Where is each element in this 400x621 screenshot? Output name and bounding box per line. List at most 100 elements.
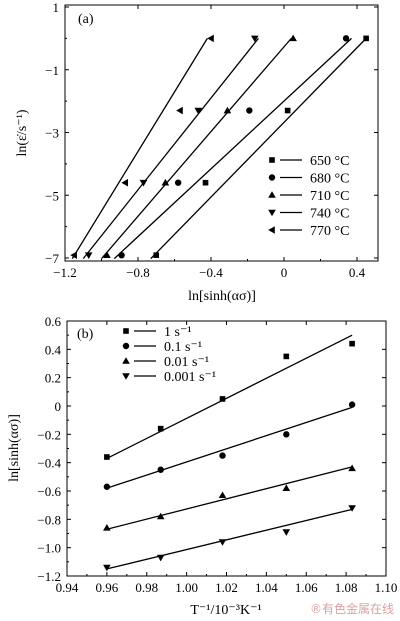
x-tick-label-b: 1.06	[295, 580, 318, 595]
data-point-b-0	[157, 425, 164, 432]
y-tick-label-b: −0.6	[37, 484, 61, 499]
legend-label-b-0: 1 s⁻¹	[164, 325, 192, 340]
y-tick-label-b: 0.2	[45, 371, 61, 386]
markers-b	[103, 340, 356, 572]
ticks-b: 0.94 0.96 0.98 1.00 1.02 1.04 1.06 1.08 1.10 −1.2…	[37, 314, 397, 595]
fit-line-a-4	[71, 38, 208, 259]
data-point-a-4	[176, 106, 183, 115]
y-axis-label-a: ln(ε̇/s⁻¹)	[15, 109, 30, 156]
fit-line-a-0	[150, 37, 367, 260]
data-point-a-4	[121, 178, 129, 187]
fit-line-a-2	[101, 37, 292, 260]
legend-marker-a-3	[268, 209, 276, 217]
y-tick-label-a: −1	[45, 63, 59, 78]
fit-lines-b	[106, 334, 353, 570]
fit-line-a-3	[82, 37, 259, 260]
ticks-a: −1.2 −0.8 −0.4 0 0.4 −7 −5 −3 −1 1	[45, 0, 378, 280]
fit-line-b-1	[106, 406, 353, 489]
x-tick-label-b: 0.96	[96, 580, 119, 595]
legend-marker-a-2	[268, 191, 276, 198]
x-tick-label-b: 1.08	[335, 580, 358, 595]
data-point-b-0	[219, 396, 226, 402]
fit-line-a-1	[113, 37, 352, 260]
legend-label-b-1: 0.1 s⁻¹	[164, 340, 202, 355]
data-point-b-1	[348, 401, 356, 408]
data-point-b-1	[103, 483, 111, 490]
data-point-b-0	[283, 353, 290, 360]
data-point-a-2	[289, 34, 297, 42]
panel-label-a: (a)	[78, 12, 94, 27]
x-tick-label-b: 1.00	[175, 580, 198, 595]
legend-marker-b-2	[122, 357, 130, 364]
data-point-b-3	[156, 554, 165, 562]
data-point-a-3	[84, 252, 93, 259]
data-point-b-2	[348, 464, 356, 472]
legend-marker-b-0	[123, 328, 129, 334]
data-point-b-3	[348, 505, 356, 512]
legend-label-a-0: 650 °C	[310, 154, 349, 169]
fit-lines-a	[71, 37, 367, 260]
data-point-b-2	[282, 484, 291, 491]
panel-label-b: (b)	[77, 327, 94, 342]
data-point-b-1	[283, 431, 290, 438]
data-point-a-1	[342, 35, 350, 42]
y-tick-label-b: 0	[55, 399, 62, 414]
x-tick-label-b: 1.10	[375, 580, 398, 595]
legend-marker-a-4	[268, 226, 275, 234]
data-point-b-0	[104, 454, 110, 460]
data-point-a-0	[153, 252, 160, 258]
x-tick-label-a: −1.2	[53, 265, 77, 280]
y-axis-label-b: ln[sinh(ασ)]	[7, 414, 22, 482]
y-tick-label-b: −1.2	[37, 569, 61, 584]
data-point-a-0	[363, 35, 369, 42]
x-tick-label-b: 0.94	[56, 580, 79, 595]
data-point-a-2	[161, 178, 170, 186]
x-tick-label-b: 1.02	[215, 580, 238, 595]
data-point-a-3	[194, 107, 203, 115]
data-point-b-2	[103, 524, 111, 531]
legend-label-b-2: 0.01 s⁻¹	[164, 355, 209, 370]
fit-line-b-0	[106, 334, 353, 459]
y-tick-label-a: 1	[53, 0, 60, 15]
data-point-a-0	[202, 179, 209, 186]
legend-label-a-3: 740 °C	[310, 207, 349, 222]
data-point-a-3	[139, 179, 148, 187]
x-tick-label-a: −0.8	[126, 265, 150, 280]
data-point-a-3	[251, 35, 259, 43]
data-point-b-0	[349, 340, 355, 347]
watermark-logo: ®有色金属在线	[309, 602, 394, 616]
panel-b: 0.94 0.96 0.98 1.00 1.02 1.04 1.06 1.08 1.10 −1.2…	[7, 314, 397, 618]
data-point-a-1	[118, 251, 125, 259]
legend-marker-a-1	[268, 174, 276, 181]
legend-label-a-4: 770 °C	[310, 224, 349, 239]
legend-b: 1 s⁻¹0.1 s⁻¹0.01 s⁻¹0.001 s⁻¹	[122, 325, 216, 385]
x-tick-label-b: 0.98	[135, 580, 158, 595]
x-tick-label-a: 0	[281, 265, 288, 280]
y-tick-label-b: 0.6	[45, 314, 62, 329]
y-tick-label-b: −1.0	[37, 541, 61, 556]
x-axis-label-b: T⁻¹/10⁻³K⁻¹	[190, 603, 261, 618]
legend-label-a-1: 680 °C	[310, 172, 349, 187]
data-point-a-4	[70, 251, 77, 259]
legend-label-a-2: 710 °C	[310, 189, 349, 204]
panel-a: −1.2 −0.8 −0.4 0 0.4 −7 −5 −3 −1 1 650 °C 680 °C 71…	[15, 0, 379, 304]
x-tick-label-b: 1.04	[255, 580, 278, 595]
legend-label-b-3: 0.001 s⁻¹	[164, 370, 216, 385]
legend-marker-b-1	[122, 342, 130, 350]
x-tick-label-a: −0.4	[199, 265, 223, 280]
y-tick-label-a: −3	[45, 126, 59, 141]
y-tick-label-b: 0.4	[45, 342, 62, 357]
x-axis-label-a: ln[sinh(ασ)]	[188, 289, 256, 304]
data-point-b-1	[157, 466, 164, 473]
data-point-b-2	[218, 491, 227, 499]
data-point-b-3	[282, 529, 291, 536]
markers-a	[70, 34, 369, 259]
data-point-a-2	[223, 106, 232, 114]
data-point-a-4	[207, 34, 214, 43]
legend-marker-a-0	[269, 157, 275, 163]
data-point-b-2	[156, 512, 165, 520]
data-point-b-1	[219, 452, 226, 459]
data-point-a-0	[284, 107, 291, 114]
y-tick-label-b: −0.2	[37, 427, 61, 442]
